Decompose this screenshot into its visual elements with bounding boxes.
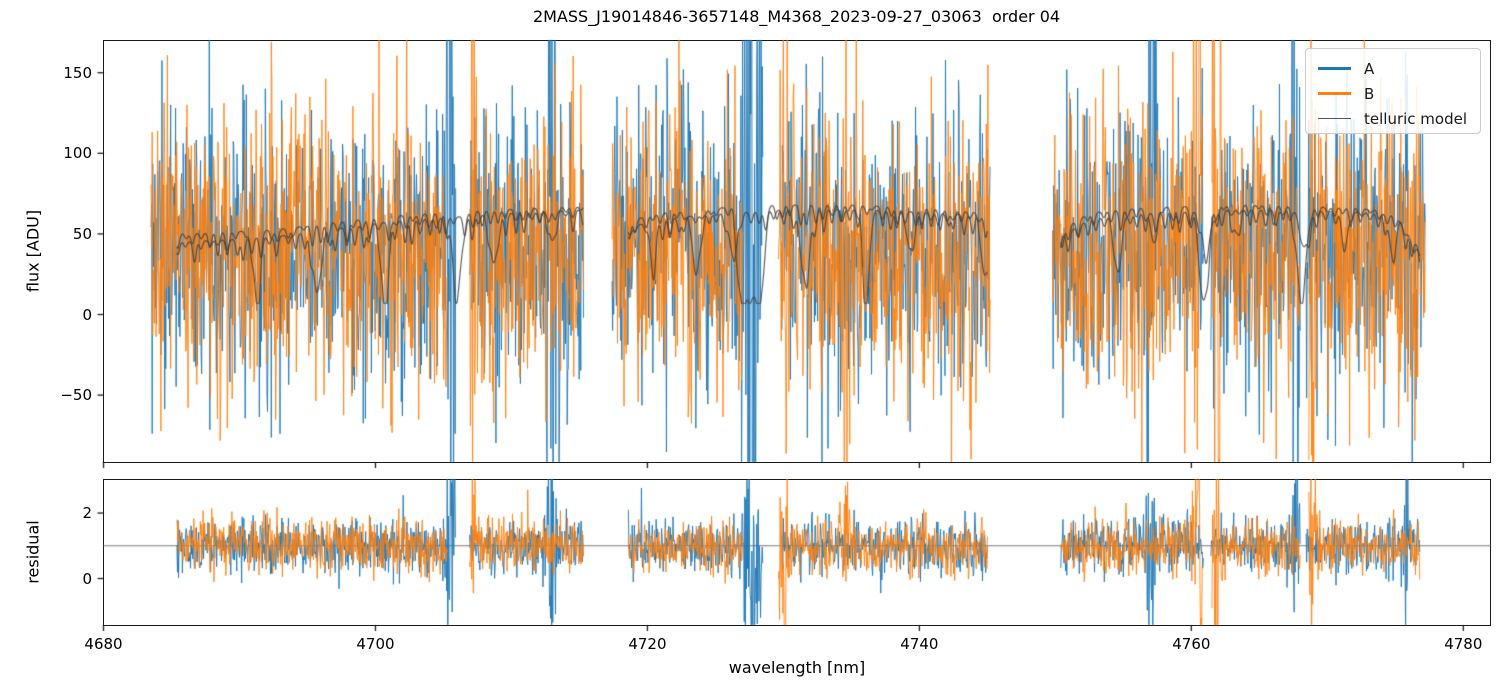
legend-line-b-icon [1318,92,1351,95]
wavelength-axis-label: wavelength [nm] [728,658,866,677]
flux-tick-label: 100 [63,144,92,163]
legend-label-a: A [1364,59,1375,78]
x-tick-label: 4700 [356,635,395,653]
legend-label-b: B [1364,84,1375,103]
flux-tick-label: 50 [72,224,92,243]
x-tick-label: 4680 [84,635,123,653]
legend-line-a-icon [1318,67,1351,70]
legend-entry-a: A [1318,56,1470,81]
legend-entry-telluric: telluric model [1318,106,1470,131]
legend-line-telluric-icon [1318,117,1351,120]
flux-tick-label: −50 [60,386,92,405]
x-tick-label: 4760 [1172,635,1211,653]
residual-tick-label: 2 [82,504,92,523]
legend: A B telluric model [1305,48,1481,134]
x-tick-label: 4720 [628,635,667,653]
legend-label-telluric: telluric model [1364,109,1468,128]
x-tick-label: 4740 [900,635,939,653]
flux-tick-label: 150 [63,63,92,82]
x-tick-label: 4780 [1444,635,1483,653]
residual-tick-label: 0 [82,569,92,588]
legend-entry-b: B [1318,81,1470,106]
flux-axis-label: flux [ADU] [23,209,43,293]
flux-tick-label: 0 [82,305,92,324]
